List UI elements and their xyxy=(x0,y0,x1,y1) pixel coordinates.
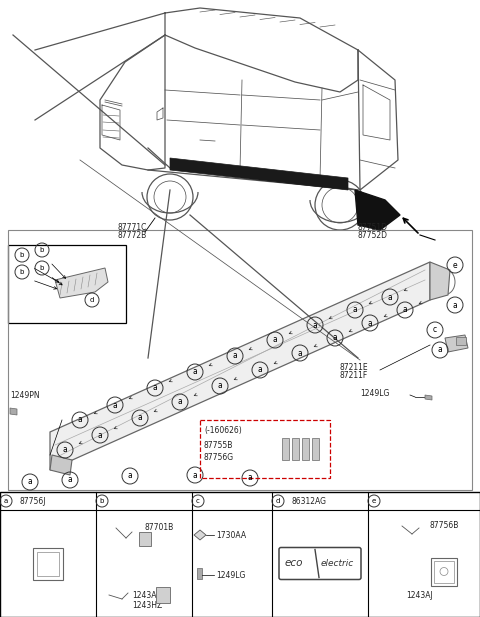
Text: a: a xyxy=(312,320,317,329)
Text: 87211F: 87211F xyxy=(340,371,368,381)
Bar xyxy=(282,438,289,460)
Text: a: a xyxy=(403,305,408,315)
Text: 87772B: 87772B xyxy=(118,231,147,241)
Bar xyxy=(33,547,63,579)
Text: a: a xyxy=(273,336,277,344)
Bar xyxy=(37,552,59,576)
Text: 87771C: 87771C xyxy=(118,223,147,233)
Text: 87701B: 87701B xyxy=(144,523,174,532)
Bar xyxy=(139,532,151,546)
Text: b: b xyxy=(20,252,24,258)
Text: a: a xyxy=(62,445,67,455)
Text: a: a xyxy=(233,352,238,360)
Text: 1243HZ: 1243HZ xyxy=(132,600,162,610)
Bar xyxy=(0,492,480,617)
Bar xyxy=(456,337,466,345)
Text: 1249PN: 1249PN xyxy=(10,391,40,399)
Text: 1243AJ: 1243AJ xyxy=(406,590,433,600)
Text: a: a xyxy=(258,365,263,375)
Bar xyxy=(200,420,330,478)
Text: d: d xyxy=(90,297,94,303)
Polygon shape xyxy=(55,268,108,298)
Text: b: b xyxy=(40,247,44,253)
Polygon shape xyxy=(170,158,348,190)
Text: electric: electric xyxy=(321,559,354,568)
Polygon shape xyxy=(430,262,450,300)
Text: 87211E: 87211E xyxy=(340,363,369,373)
Text: a: a xyxy=(97,431,102,439)
Text: 87752D: 87752D xyxy=(358,231,388,241)
Text: 87751D: 87751D xyxy=(358,223,388,233)
Text: b: b xyxy=(100,498,104,504)
Text: b: b xyxy=(20,269,24,275)
Text: 87755B: 87755B xyxy=(204,441,233,450)
Text: a: a xyxy=(138,413,143,423)
Polygon shape xyxy=(197,568,202,579)
Text: a: a xyxy=(248,473,252,482)
Text: a: a xyxy=(192,368,197,376)
Text: c: c xyxy=(433,326,437,334)
Bar xyxy=(302,438,309,460)
Text: a: a xyxy=(368,318,372,328)
Text: a: a xyxy=(298,349,302,357)
Text: a: a xyxy=(217,381,222,391)
Text: 1249LG: 1249LG xyxy=(216,571,245,579)
Text: 86312AG: 86312AG xyxy=(292,497,327,505)
Text: a: a xyxy=(192,471,197,479)
Text: a: a xyxy=(333,334,337,342)
Bar xyxy=(312,438,319,460)
Text: b: b xyxy=(40,265,44,271)
Text: 87756B: 87756B xyxy=(429,521,458,531)
Text: a: a xyxy=(28,478,32,486)
Bar xyxy=(292,438,299,460)
Text: 87756J: 87756J xyxy=(20,497,47,505)
Text: (-160626): (-160626) xyxy=(204,426,242,434)
Polygon shape xyxy=(445,335,468,352)
Bar xyxy=(156,587,170,603)
Text: eco: eco xyxy=(285,558,303,568)
Text: 1243AB: 1243AB xyxy=(132,590,162,600)
Text: 1249LG: 1249LG xyxy=(360,389,389,397)
Text: a: a xyxy=(453,300,457,310)
Text: c: c xyxy=(196,498,200,504)
Polygon shape xyxy=(194,530,206,540)
Polygon shape xyxy=(50,455,72,475)
Text: 87756G: 87756G xyxy=(204,453,234,463)
Text: a: a xyxy=(4,498,8,504)
Text: a: a xyxy=(388,292,392,302)
Polygon shape xyxy=(355,190,400,230)
Text: a: a xyxy=(128,471,132,481)
Text: a: a xyxy=(438,346,443,355)
Bar xyxy=(8,245,126,323)
Text: a: a xyxy=(153,384,157,392)
Text: e: e xyxy=(453,260,457,270)
Bar xyxy=(434,560,454,582)
Polygon shape xyxy=(425,395,432,400)
Bar xyxy=(431,558,457,586)
Text: a: a xyxy=(78,415,83,424)
Text: a: a xyxy=(178,397,182,407)
Polygon shape xyxy=(10,408,17,415)
Text: a: a xyxy=(68,476,72,484)
Text: 1730AA: 1730AA xyxy=(216,531,246,539)
Text: d: d xyxy=(276,498,280,504)
Text: a: a xyxy=(113,400,118,410)
Text: e: e xyxy=(372,498,376,504)
Polygon shape xyxy=(50,262,430,470)
Bar xyxy=(8,230,472,490)
FancyBboxPatch shape xyxy=(279,547,361,579)
Text: a: a xyxy=(353,305,358,315)
